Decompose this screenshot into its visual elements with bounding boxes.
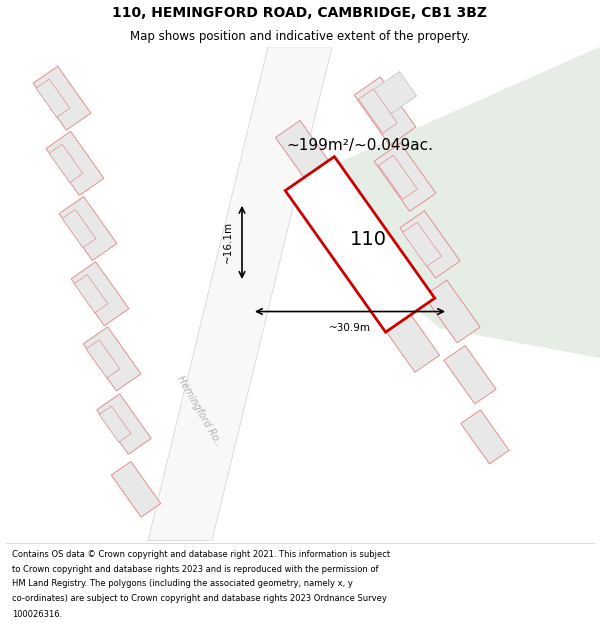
Text: ~30.9m: ~30.9m: [329, 323, 371, 333]
Text: 100026316.: 100026316.: [12, 609, 62, 619]
Polygon shape: [403, 222, 442, 266]
Polygon shape: [86, 340, 120, 378]
Polygon shape: [359, 89, 397, 133]
Polygon shape: [310, 47, 600, 358]
Polygon shape: [354, 77, 416, 145]
Polygon shape: [361, 278, 440, 372]
Polygon shape: [111, 461, 161, 517]
Polygon shape: [49, 144, 83, 182]
Polygon shape: [374, 143, 436, 211]
Polygon shape: [71, 262, 129, 326]
Text: Hemingford Ro...: Hemingford Ro...: [175, 374, 225, 451]
Text: to Crown copyright and database rights 2023 and is reproduced with the permissio: to Crown copyright and database rights 2…: [12, 565, 379, 574]
Polygon shape: [461, 410, 509, 464]
Text: 110: 110: [349, 230, 386, 249]
Polygon shape: [46, 131, 104, 196]
Polygon shape: [36, 79, 70, 118]
Polygon shape: [379, 155, 418, 199]
Text: co-ordinates) are subject to Crown copyright and database rights 2023 Ordnance S: co-ordinates) are subject to Crown copyr…: [12, 594, 387, 603]
Polygon shape: [59, 197, 117, 261]
Polygon shape: [275, 121, 355, 214]
Polygon shape: [364, 72, 416, 121]
Polygon shape: [424, 280, 480, 343]
Text: Contains OS data © Crown copyright and database right 2021. This information is : Contains OS data © Crown copyright and d…: [12, 549, 390, 559]
Polygon shape: [285, 157, 435, 332]
Text: 110, HEMINGFORD ROAD, CAMBRIDGE, CB1 3BZ: 110, HEMINGFORD ROAD, CAMBRIDGE, CB1 3BZ: [113, 6, 487, 20]
Polygon shape: [444, 346, 496, 404]
Polygon shape: [74, 274, 108, 313]
Polygon shape: [97, 394, 151, 454]
Text: HM Land Registry. The polygons (including the associated geometry, namely x, y: HM Land Registry. The polygons (includin…: [12, 579, 353, 588]
Polygon shape: [400, 211, 460, 278]
Polygon shape: [99, 406, 131, 442]
Text: Map shows position and indicative extent of the property.: Map shows position and indicative extent…: [130, 30, 470, 43]
Text: ~199m²/~0.049ac.: ~199m²/~0.049ac.: [287, 138, 433, 153]
Polygon shape: [62, 209, 96, 248]
Text: ~16.1m: ~16.1m: [223, 221, 233, 264]
Polygon shape: [148, 47, 332, 541]
Polygon shape: [33, 66, 91, 130]
Polygon shape: [83, 327, 141, 391]
